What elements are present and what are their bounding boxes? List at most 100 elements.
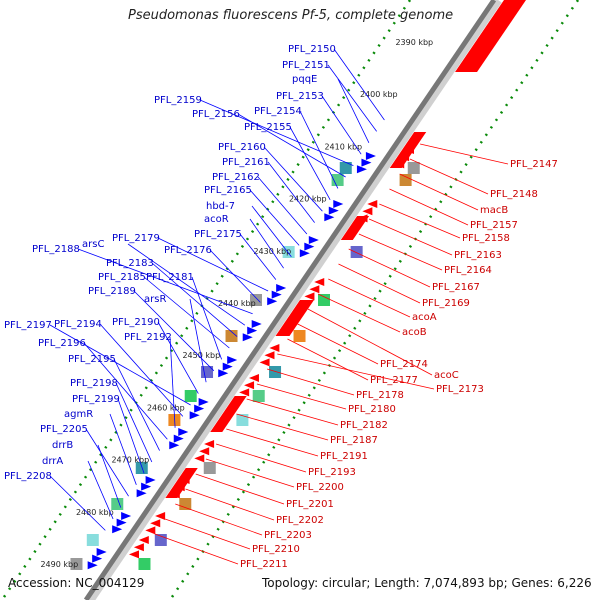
reverse-gene-label: acoA <box>412 312 437 323</box>
kbp-tick-label: 2390 kbp <box>395 38 433 47</box>
forward-leader-line <box>321 95 362 155</box>
forward-leader-line <box>157 237 269 292</box>
kbp-tick-label: 2410 kbp <box>324 142 362 151</box>
forward-leader-line <box>267 161 315 223</box>
forward-leader-line <box>191 276 222 360</box>
reverse-leader-line <box>287 338 369 381</box>
forward-leader-line <box>249 218 284 269</box>
reverse-gene-label: PFL_2182 <box>340 420 388 431</box>
forward-leader-line <box>337 78 370 143</box>
reverse-gene-label: PFL_2177 <box>370 375 418 386</box>
forward-gene-label: agmR <box>64 409 93 420</box>
forward-gene-label: PFL_2159 <box>154 95 202 106</box>
reverse-gene-label: PFL_2203 <box>264 530 312 541</box>
forward-gene-label: PFL_2151 <box>282 60 330 71</box>
forward-leader-line <box>209 249 261 303</box>
reverse-gene-block <box>210 396 247 432</box>
forward-leader-line <box>87 460 114 520</box>
forward-gene-label: hbd-7 <box>206 201 235 212</box>
reverse-gene-label: PFL_2200 <box>296 482 344 493</box>
forward-leader-line <box>189 298 207 383</box>
cog-block <box>350 246 363 258</box>
forward-gene-arrow <box>121 512 132 520</box>
forward-leader-line <box>333 48 385 121</box>
reverse-gene-label: PFL_2180 <box>348 404 396 415</box>
forward-gene-arrow <box>194 404 205 413</box>
forward-leader-line <box>239 233 277 280</box>
forward-leader-line <box>299 110 339 189</box>
reverse-gene-label: PFL_2202 <box>276 515 324 526</box>
reverse-gene-arrow <box>174 483 185 492</box>
reverse-leader-line <box>317 293 401 333</box>
forward-leader-line <box>143 276 230 349</box>
cog-block <box>203 462 216 474</box>
cog-block <box>339 162 352 174</box>
reverse-gene-arrow <box>399 153 410 162</box>
reverse-gene-arrow <box>248 374 259 382</box>
forward-gene-label: PFL_2199 <box>72 394 120 405</box>
reverse-leader-line <box>389 188 469 226</box>
forward-leader-line <box>237 113 346 178</box>
forward-gene-arrow <box>251 320 262 328</box>
cog-block <box>331 174 344 186</box>
reverse-gene-label: PFL_2211 <box>240 559 288 570</box>
reverse-gene-label: PFL_2178 <box>356 390 404 401</box>
reverse-leader-line <box>409 158 489 195</box>
forward-leader-line <box>127 243 246 326</box>
forward-gene-arrow <box>267 297 278 306</box>
forward-gene-label: PFL_2150 <box>288 44 336 55</box>
forward-gene-label: PFL_2176 <box>164 245 212 256</box>
reverse-leader-line <box>379 203 461 239</box>
forward-gene-label: PFL_2190 <box>112 317 160 328</box>
forward-leader-line <box>83 342 168 440</box>
forward-leader-line <box>199 99 354 166</box>
forward-gene-arrow <box>276 284 287 292</box>
forward-gene-arrow <box>173 434 184 443</box>
kbp-tick-label: 2480 kbp <box>76 508 114 517</box>
forward-gene-label: PFL_2192 <box>124 332 172 343</box>
forward-leader-line <box>133 290 215 372</box>
forward-leader-line <box>99 323 184 417</box>
reverse-leader-line <box>277 353 435 390</box>
forward-leader-line <box>327 64 377 132</box>
reverse-gene-arrow <box>244 381 255 390</box>
kbp-tick-label: 2420 kbp <box>289 195 327 204</box>
reverse-gene-arrow <box>129 550 140 559</box>
forward-gene-arrow <box>141 482 152 491</box>
reverse-gene-arrow <box>362 207 373 216</box>
forward-gene-arrow <box>222 362 233 371</box>
reverse-gene-arrow <box>179 476 190 484</box>
cog-block <box>252 390 265 402</box>
forward-gene-arrow <box>324 213 335 222</box>
forward-gene-label: arsC <box>82 239 104 250</box>
forward-gene-label: PFL_2196 <box>38 338 86 349</box>
forward-gene-label: PFL_2189 <box>88 286 136 297</box>
cog-block <box>86 534 99 546</box>
reverse-gene-label: macB <box>480 205 508 216</box>
forward-leader-line <box>169 336 176 428</box>
forward-gene-arrow <box>328 206 339 215</box>
forward-leader-line <box>113 358 160 451</box>
forward-gene-arrow <box>247 326 258 335</box>
forward-gene-label: PFL_2162 <box>212 172 260 183</box>
forward-leader-line <box>263 146 323 212</box>
reverse-gene-arrow <box>204 440 215 448</box>
cog-block <box>399 174 412 186</box>
reverse-gene-label: PFL_2167 <box>432 282 480 293</box>
cog-block <box>70 558 83 570</box>
kbp-tick-label: 2400 kbp <box>360 90 398 99</box>
forward-gene-label: drrB <box>52 440 73 451</box>
forward-leader-line <box>251 205 292 258</box>
cog-block <box>318 294 330 306</box>
forward-gene-arrow <box>365 152 376 160</box>
reverse-gene-label: PFL_2174 <box>380 359 428 370</box>
reverse-leader-line <box>399 173 479 211</box>
reverse-gene-label: PFL_2169 <box>422 298 470 309</box>
forward-gene-arrow <box>96 548 107 556</box>
reverse-gene-arrow <box>394 160 405 169</box>
forward-gene-arrow <box>227 356 238 364</box>
forward-gene-label: PFL_2197 <box>4 320 52 331</box>
forward-gene-label: PFL_2183 <box>106 258 154 269</box>
reverse-gene-label: PFL_2163 <box>454 250 502 261</box>
reverse-leader-line <box>368 218 453 256</box>
